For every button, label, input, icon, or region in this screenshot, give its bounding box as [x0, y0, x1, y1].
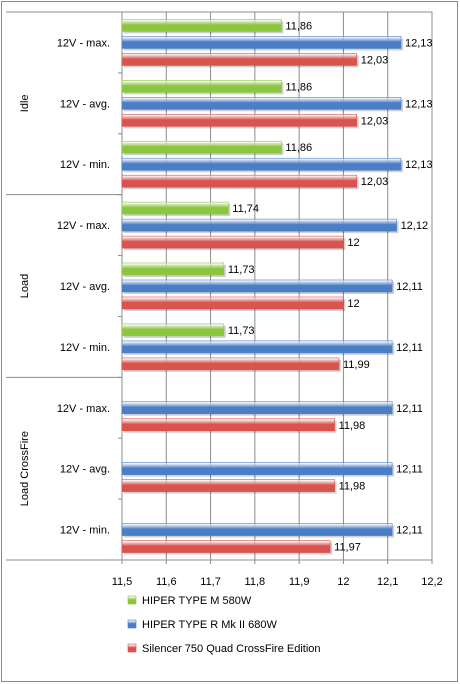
category-label: 12V - max. [57, 403, 110, 415]
x-tick-label: 11,5 [112, 576, 133, 588]
legend-swatch [127, 619, 137, 629]
x-tick-label: 11,9 [289, 576, 310, 588]
data-label: 12,13 [405, 159, 433, 171]
legend-label: HIPER TYPE M 580W [142, 595, 252, 607]
bar [121, 114, 358, 127]
bar [121, 523, 393, 536]
data-label: 12,03 [361, 54, 389, 66]
category-label: 12V - avg. [60, 281, 110, 293]
bar [121, 201, 229, 215]
bar [121, 36, 402, 49]
x-tick-label: 12,1 [377, 576, 398, 588]
group-label: Idle [19, 94, 31, 112]
bar [121, 462, 393, 475]
data-label: 11,86 [285, 81, 312, 93]
x-tick-label: 12,2 [421, 576, 442, 588]
data-label: 12,03 [361, 115, 389, 127]
data-label: 12 [347, 237, 359, 249]
x-tick-label: 11,7 [200, 576, 221, 588]
bar [121, 19, 282, 32]
bar [121, 218, 397, 232]
category-label: 12V - avg. [60, 98, 110, 110]
category-label: 12V - max. [57, 220, 110, 232]
bar [121, 80, 282, 93]
data-label: 11,73 [228, 264, 255, 276]
data-label: 11,99 [343, 359, 370, 371]
bar [121, 174, 358, 188]
data-label: 11,74 [232, 203, 259, 215]
data-label: 12,12 [401, 220, 429, 232]
data-label: 12,11 [396, 403, 423, 415]
data-label: 11,98 [339, 420, 366, 432]
x-tick-label: 11,6 [156, 576, 177, 588]
bar [121, 235, 344, 249]
data-label: 12,13 [405, 37, 433, 49]
group-label: Load CrossFire [19, 431, 31, 506]
category-label: 12V - min. [60, 525, 110, 537]
data-label: 11,86 [285, 142, 312, 154]
bar [121, 540, 331, 553]
bar [121, 296, 344, 310]
x-tick-label: 11,8 [245, 576, 266, 588]
bar [121, 418, 335, 432]
category-label: 12V - max. [57, 37, 110, 49]
category-label: 12V - min. [60, 342, 110, 354]
data-label: 12,11 [396, 342, 423, 354]
bar [121, 279, 393, 293]
legend-label: HIPER TYPE R Mk II 680W [142, 619, 278, 631]
bar [121, 323, 225, 337]
data-label: 12,13 [405, 98, 433, 110]
data-label: 11,86 [285, 20, 312, 32]
bar [121, 479, 335, 492]
legend-label: Silencer 750 Quad CrossFire Edition [142, 643, 321, 655]
data-label: 12,03 [361, 176, 389, 188]
data-label: 11,97 [334, 542, 361, 554]
bar [121, 262, 225, 276]
category-label: 12V - avg. [60, 464, 110, 476]
bar [121, 357, 340, 371]
data-label: 12,11 [396, 281, 423, 293]
bar [121, 97, 402, 110]
data-label: 11,73 [228, 325, 255, 337]
bar [121, 340, 393, 354]
group-label: Load [19, 274, 31, 298]
bar [121, 401, 393, 415]
data-label: 12,11 [396, 525, 423, 537]
x-tick-label: 12 [337, 576, 349, 588]
data-label: 11,98 [339, 481, 366, 493]
legend-swatch [127, 643, 137, 653]
bar [121, 53, 358, 66]
legend-swatch [127, 595, 137, 605]
data-label: 12,11 [396, 464, 423, 476]
category-label: 12V - min. [60, 159, 110, 171]
bar [121, 157, 402, 171]
data-label: 12 [347, 298, 359, 310]
bar [121, 140, 282, 154]
